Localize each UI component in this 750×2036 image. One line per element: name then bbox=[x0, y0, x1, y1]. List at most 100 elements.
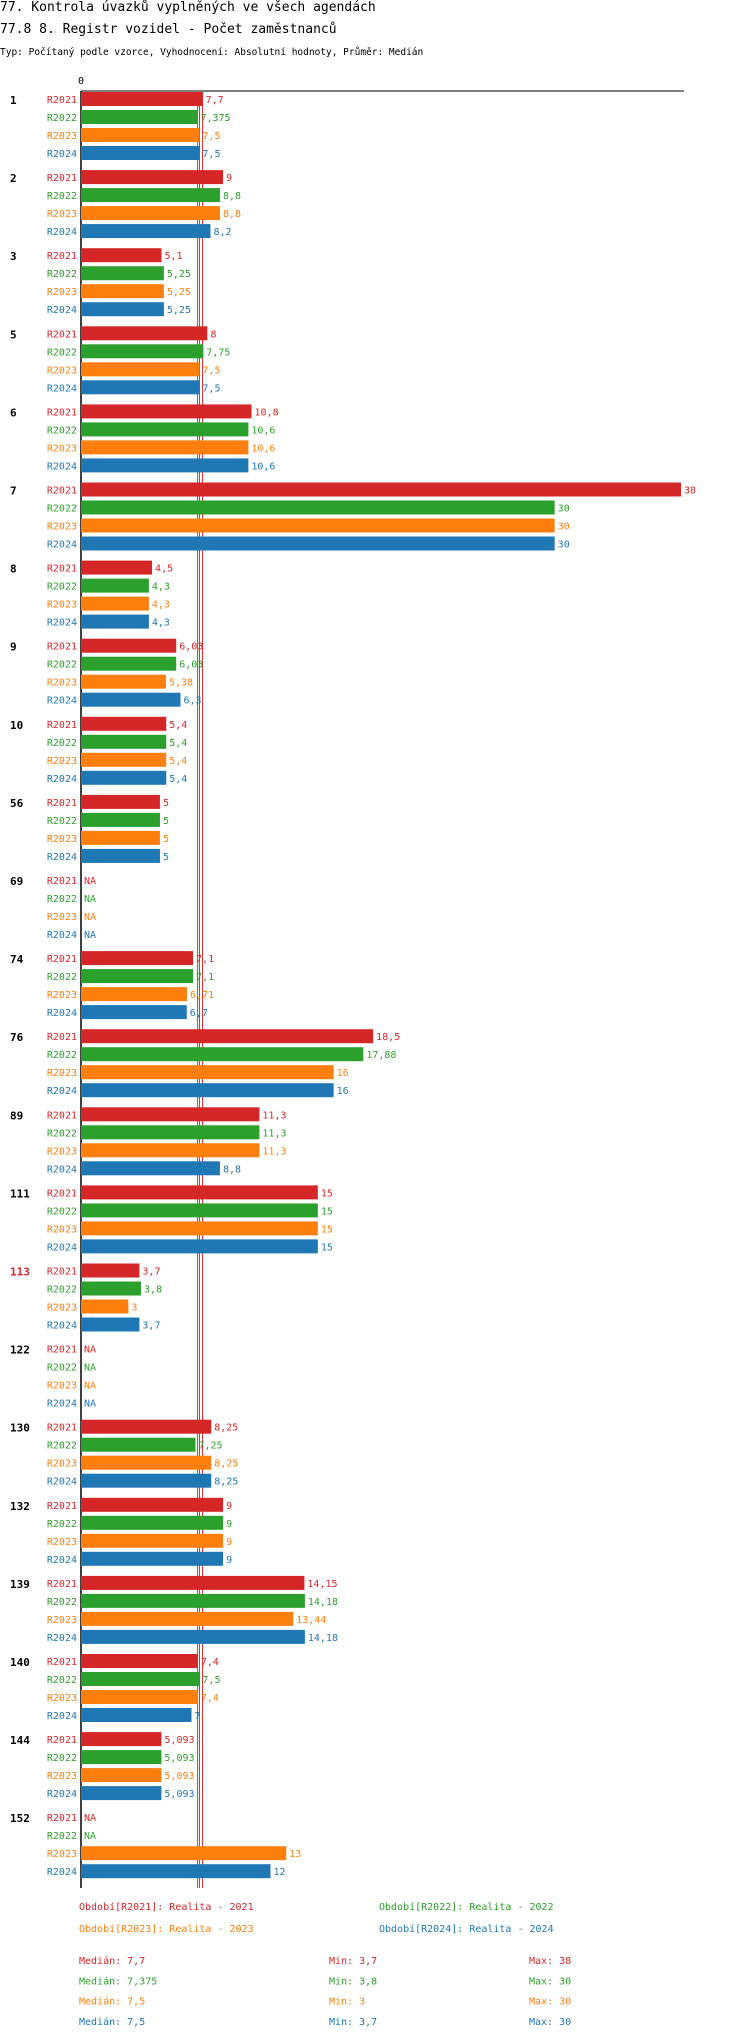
bar-r2023 bbox=[81, 1533, 224, 1548]
data-label: 8,8 bbox=[223, 191, 241, 202]
series-label: R2022 bbox=[47, 1441, 77, 1452]
bar-r2023 bbox=[81, 206, 220, 221]
bar-r2023 bbox=[81, 1690, 198, 1704]
bar-r2024 bbox=[81, 1786, 162, 1801]
data-label: 7,1 bbox=[196, 972, 214, 983]
bar-r2022 bbox=[81, 1672, 200, 1686]
data-label: 5 bbox=[163, 816, 169, 827]
category-label: 132 bbox=[10, 1500, 30, 1513]
data-label: 14,18 bbox=[308, 1597, 338, 1608]
bar-r2024 bbox=[81, 692, 181, 707]
x-tick-label: 0 bbox=[78, 76, 84, 87]
series-label: R2021 bbox=[47, 876, 77, 887]
data-label: 7,5 bbox=[202, 383, 220, 394]
data-label: 3 bbox=[131, 1303, 137, 1314]
series-label: R2022 bbox=[47, 1285, 77, 1296]
category-label: 111 bbox=[10, 1187, 30, 1200]
data-label: 7 bbox=[195, 1711, 201, 1722]
series-label: R2022 bbox=[47, 1831, 77, 1842]
data-label: 6,3 bbox=[183, 696, 201, 707]
bar-r2021 bbox=[81, 170, 224, 185]
chart-info: Typ: Počítaný podle vzorce, Vyhodnocení:… bbox=[0, 47, 423, 58]
data-label: 6,03 bbox=[179, 660, 203, 671]
series-label: R2022 bbox=[47, 1206, 77, 1217]
data-label: 38 bbox=[684, 486, 696, 497]
series-label: R2023 bbox=[47, 1771, 77, 1782]
series-label: R2024 bbox=[47, 540, 77, 551]
series-label: R2023 bbox=[47, 1615, 77, 1626]
series-label: R2021 bbox=[47, 1188, 77, 1199]
bar-r2023 bbox=[81, 1221, 318, 1236]
data-label: 3,7 bbox=[142, 1267, 160, 1278]
data-label: 5,25 bbox=[167, 269, 191, 280]
data-label: 3,7 bbox=[142, 1321, 160, 1332]
series-label: R2022 bbox=[47, 191, 77, 202]
data-label: 5,25 bbox=[167, 287, 191, 298]
series-label: R2022 bbox=[47, 816, 77, 827]
bar-r2021 bbox=[81, 794, 160, 809]
bar-r2021 bbox=[81, 1654, 198, 1668]
series-label: R2022 bbox=[47, 1753, 77, 1764]
bar-r2021 bbox=[81, 638, 177, 653]
bar-r2024 bbox=[81, 1239, 318, 1254]
category-label: 152 bbox=[10, 1812, 30, 1825]
data-label: 5,25 bbox=[167, 305, 191, 316]
bar-r2023 bbox=[81, 987, 187, 1002]
legend-item-r2021: Období[R2021]: Realita - 2021 bbox=[79, 1901, 254, 1913]
bar-r2024 bbox=[81, 1005, 187, 1020]
bar-r2024 bbox=[81, 1551, 224, 1566]
series-label: R2021 bbox=[47, 564, 77, 575]
category-label: 74 bbox=[10, 953, 24, 966]
data-label: 9 bbox=[226, 1555, 232, 1566]
series-label: R2021 bbox=[47, 720, 77, 731]
data-label: 8,25 bbox=[214, 1459, 238, 1470]
bar-r2022 bbox=[81, 1047, 364, 1062]
series-label: R2021 bbox=[47, 1345, 77, 1356]
series-label: R2024 bbox=[47, 774, 77, 785]
bar-r2022 bbox=[81, 1203, 318, 1218]
bar-r2023 bbox=[81, 518, 555, 533]
bar-r2024 bbox=[81, 848, 160, 863]
series-label: R2021 bbox=[47, 1501, 77, 1512]
series-label: R2021 bbox=[47, 1032, 77, 1043]
stat-min-r2022: Min: 3,8 bbox=[329, 1976, 377, 1987]
series-label: R2022 bbox=[47, 738, 77, 749]
bar-r2023 bbox=[81, 1611, 294, 1626]
series-label: R2022 bbox=[47, 1675, 77, 1686]
bar-r2022 bbox=[81, 344, 204, 359]
bar-r2024 bbox=[81, 1708, 192, 1722]
bar-r2022 bbox=[81, 110, 198, 124]
data-label: 4,3 bbox=[152, 600, 170, 611]
series-label: R2023 bbox=[47, 522, 77, 533]
series-label: R2024 bbox=[47, 1399, 77, 1410]
bar-r2024 bbox=[81, 770, 167, 785]
bar-r2023 bbox=[81, 128, 200, 142]
data-label: 7,5 bbox=[202, 365, 220, 376]
series-label: R2023 bbox=[47, 1537, 77, 1548]
chart-subtitle: 77.8 8. Registr vozidel - Počet zaměstna… bbox=[0, 22, 337, 37]
bar-r2022 bbox=[81, 1281, 141, 1296]
data-label: 6,03 bbox=[179, 642, 203, 653]
bar-r2024 bbox=[81, 1473, 212, 1488]
chart-title: 77. Kontrola úvazků vyplněných ve všech … bbox=[0, 0, 376, 15]
bar-r2024 bbox=[81, 1629, 305, 1644]
series-label: R2024 bbox=[47, 227, 77, 238]
bar-r2022 bbox=[81, 812, 160, 827]
bar-r2022 bbox=[81, 969, 194, 984]
data-label: NA bbox=[84, 1813, 96, 1824]
bar-r2023 bbox=[81, 1846, 287, 1861]
bar-r2022 bbox=[81, 1515, 224, 1530]
stat-median-r2024: Medián: 7,5 bbox=[79, 2016, 145, 2028]
bar-r2021 bbox=[81, 1497, 224, 1512]
series-label: R2024 bbox=[47, 1867, 77, 1878]
data-label: 9 bbox=[226, 1501, 232, 1512]
series-label: R2024 bbox=[47, 1164, 77, 1175]
data-label: 5 bbox=[163, 852, 169, 863]
series-label: R2024 bbox=[47, 1633, 77, 1644]
series-label: R2021 bbox=[47, 798, 77, 809]
bar-r2022 bbox=[81, 1750, 162, 1765]
bar-r2021 bbox=[81, 248, 162, 263]
bar-r2024 bbox=[81, 1317, 140, 1332]
series-label: R2024 bbox=[47, 852, 77, 863]
data-label: 5,093 bbox=[164, 1735, 194, 1746]
